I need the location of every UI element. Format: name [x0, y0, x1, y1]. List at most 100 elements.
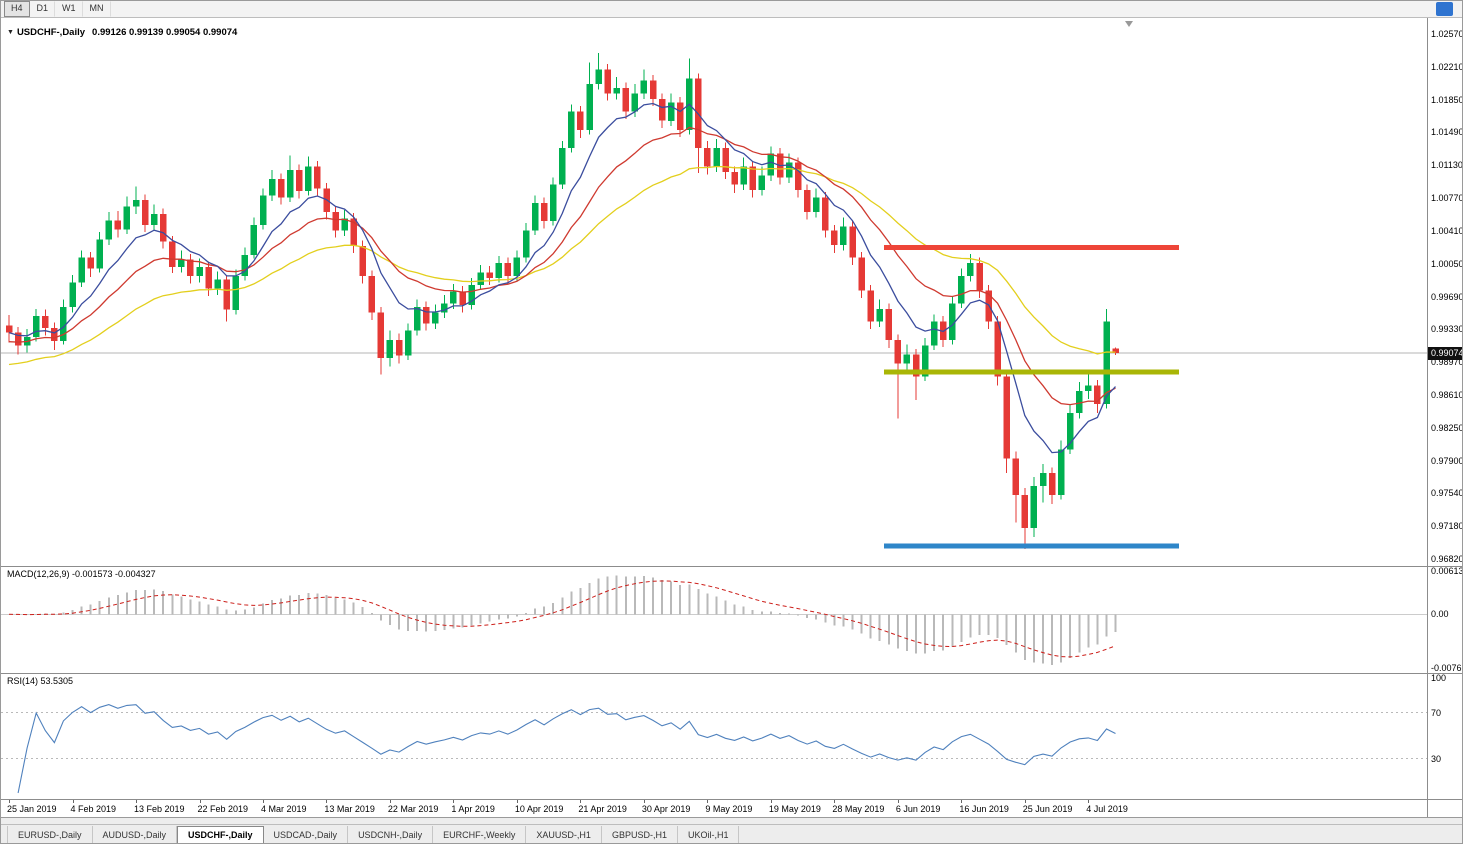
panel-separator[interactable] — [1, 566, 1462, 567]
date-tick — [1024, 800, 1026, 803]
price-axis-label: 1.01130 — [1431, 160, 1463, 171]
panel-separator[interactable] — [1, 673, 1462, 674]
date-tick — [72, 800, 74, 803]
date-axis-label: 10 Apr 2019 — [514, 804, 564, 814]
price-axis[interactable]: 0.99074 1.02570 1.02210 1.01850 1.01490 1.01… — [1428, 18, 1463, 817]
rsi-axis-label: 100 — [1431, 673, 1447, 683]
timeframe-toolbar: H4 D1 W1 MN — [1, 1, 1462, 18]
date-axis-separator — [1, 799, 1462, 800]
date-axis-label: 9 May 2019 — [705, 804, 753, 814]
main-chart-canvas[interactable] — [1, 18, 1427, 566]
price-axis-label: 1.01850 — [1431, 94, 1463, 105]
rsi-panel — [1, 673, 1427, 799]
timeframe-buttons: H4 D1 W1 MN — [1, 1, 111, 17]
date-tick — [770, 800, 772, 803]
date-tick — [707, 800, 709, 803]
chart-shift-marker-icon[interactable] — [1125, 21, 1133, 27]
price-axis-separator — [1427, 18, 1428, 817]
date-axis-label: 4 Jul 2019 — [1086, 804, 1128, 814]
ma-fast-line — [8, 102, 1116, 454]
timeframe-button-w1[interactable]: W1 — [55, 1, 83, 17]
date-axis-label: 28 May 2019 — [832, 804, 885, 814]
main-chart-panel — [1, 18, 1427, 566]
date-axis-label: 13 Feb 2019 — [134, 804, 185, 814]
macd-axis-label: 0.00613 — [1431, 566, 1463, 576]
date-tick — [1088, 800, 1090, 803]
date-tick — [326, 800, 328, 803]
price-axis-label: 0.98250 — [1431, 422, 1463, 433]
window-corner-accent-icon — [1436, 2, 1453, 16]
chart-tab-eurusd[interactable]: EURUSD-,Daily — [7, 825, 93, 843]
price-axis-label: 0.99330 — [1431, 324, 1463, 335]
date-tick — [897, 800, 899, 803]
date-axis-label: 1 Apr 2019 — [451, 804, 495, 814]
date-tick — [516, 800, 518, 803]
macd-label: MACD(12,26,9) -0.001573 -0.004327 — [7, 569, 156, 579]
chart-tab-gbpusd[interactable]: GBPUSD-,H1 — [602, 825, 678, 843]
price-axis-label: 0.97900 — [1431, 455, 1463, 466]
date-tick — [389, 800, 391, 803]
chart-tab-xauusd[interactable]: XAUUSD-,H1 — [526, 825, 602, 843]
macd-signal-line — [8, 580, 1116, 658]
date-axis-label: 21 Apr 2019 — [578, 804, 627, 814]
date-tick — [643, 800, 645, 803]
chart-tab-ukoil[interactable]: UKOil-,H1 — [678, 825, 740, 843]
date-axis-label: 4 Feb 2019 — [70, 804, 117, 814]
date-axis-label: 19 May 2019 — [768, 804, 821, 814]
price-axis-label: 0.97180 — [1431, 521, 1463, 532]
ma-medium-line — [8, 126, 1116, 406]
chart-tabs-bar: EURUSD-,Daily AUDUSD-,Daily USDCHF-,Daily U… — [1, 824, 1462, 843]
price-axis-label: 0.99690 — [1431, 291, 1463, 302]
price-axis-label: 0.97540 — [1431, 488, 1463, 499]
date-tick — [453, 800, 455, 803]
price-axis-label: 0.98970 — [1431, 357, 1463, 368]
date-tick — [9, 800, 10, 803]
date-axis-label: 4 Mar 2019 — [261, 804, 307, 814]
date-axis-label: 13 Mar 2019 — [324, 804, 375, 814]
rsi-line — [17, 704, 1116, 794]
date-axis-label: 6 Jun 2019 — [895, 804, 941, 814]
date-tick — [263, 800, 264, 803]
date-axis-label: 30 Apr 2019 — [641, 804, 691, 814]
price-axis-label: 1.00770 — [1431, 193, 1463, 204]
macd-canvas[interactable] — [1, 566, 1427, 673]
macd-axis-label: 0.00 — [1431, 609, 1449, 620]
chart-title: ▼ USDCHF-,Daily 0.99126 0.99139 0.99054 0.… — [7, 27, 237, 38]
chart-tab-usdcnh[interactable]: USDCNH-,Daily — [348, 825, 434, 843]
date-axis-label: 25 Jun 2019 — [1022, 804, 1073, 814]
price-axis-label: 1.00050 — [1431, 258, 1463, 269]
date-tick — [961, 800, 963, 803]
timeframe-button-mn[interactable]: MN — [83, 1, 111, 17]
price-axis-label: 1.01490 — [1431, 127, 1463, 138]
date-axis-label: 25 Jan 2019 — [7, 804, 57, 814]
macd-panel — [1, 566, 1427, 673]
chart-tab-usdcad[interactable]: USDCAD-,Daily — [264, 825, 349, 843]
chart-area: ▼ USDCHF-,Daily 0.99126 0.99139 0.99054 0.… — [1, 18, 1463, 817]
current-price-tag: 0.99074 — [1428, 346, 1462, 360]
date-tick — [199, 800, 201, 803]
timeframe-button-d1[interactable]: D1 — [30, 1, 56, 17]
date-axis-label: 22 Feb 2019 — [197, 804, 249, 814]
date-axis-label: 22 Mar 2019 — [387, 804, 439, 814]
price-axis-label: 1.00410 — [1431, 225, 1463, 236]
macd-axis-label: -0.00761 — [1431, 663, 1463, 673]
chart-tab-eurchf[interactable]: EURCHF-,Weekly — [433, 825, 527, 843]
price-axis-label: 0.96820 — [1431, 554, 1463, 564]
rsi-canvas[interactable] — [1, 673, 1427, 799]
price-axis-label: 0.98610 — [1431, 389, 1463, 400]
chart-ohlc-values: 0.99126 0.99139 0.99054 0.99074 — [92, 27, 238, 38]
price-axis-label: 1.02210 — [1431, 61, 1463, 72]
rsi-axis-label: 30 — [1431, 753, 1442, 764]
chart-tab-audusd[interactable]: AUDUSD-,Daily — [93, 825, 178, 843]
chart-tab-usdchf[interactable]: USDCHF-,Daily — [177, 825, 264, 843]
bottom-gap-strip — [1, 817, 1462, 824]
chart-collapse-icon[interactable]: ▼ — [7, 29, 14, 36]
date-tick — [580, 800, 582, 803]
chart-symbol-period: USDCHF-,Daily — [16, 27, 86, 38]
rsi-axis-label: 70 — [1431, 707, 1442, 718]
price-axis-label: 1.02570 — [1431, 29, 1463, 39]
date-tick — [136, 800, 137, 803]
date-axis[interactable]: 25 Jan 2019 4 Feb 2019 13 Feb 2019 22 Feb 2… — [1, 799, 1427, 817]
timeframe-button-h4[interactable]: H4 — [4, 1, 30, 17]
